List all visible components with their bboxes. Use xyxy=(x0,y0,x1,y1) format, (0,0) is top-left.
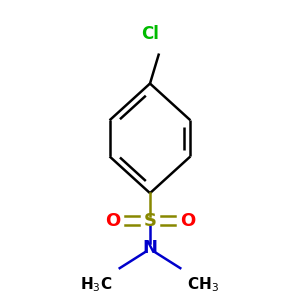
Text: H$_3$C: H$_3$C xyxy=(80,275,112,294)
Text: O: O xyxy=(180,212,195,230)
Text: O: O xyxy=(105,212,120,230)
Text: N: N xyxy=(142,239,158,257)
Text: CH$_3$: CH$_3$ xyxy=(188,275,220,294)
Text: S: S xyxy=(143,212,157,230)
Text: Cl: Cl xyxy=(141,25,159,43)
